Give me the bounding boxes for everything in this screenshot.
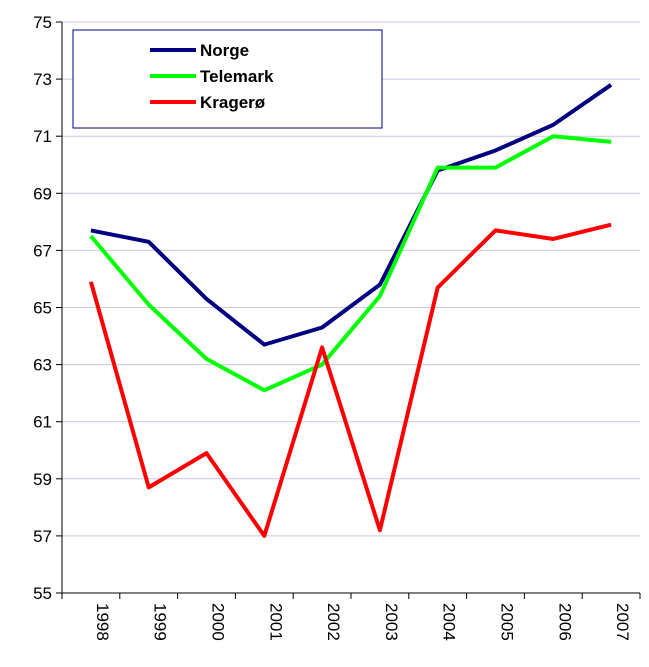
y-tick-label: 71 <box>33 127 52 146</box>
y-tick-label: 73 <box>33 70 52 89</box>
legend-box <box>72 29 383 129</box>
x-tick-label: 2004 <box>440 603 459 641</box>
x-tick-label: 2005 <box>498 603 517 641</box>
legend-label: Kragerø <box>200 93 266 112</box>
y-tick-label: 65 <box>33 299 52 318</box>
y-tick-label: 75 <box>33 13 52 32</box>
line-series <box>88 222 612 538</box>
y-tick-label: 61 <box>33 413 52 432</box>
legend-label: Telemark <box>200 67 274 86</box>
y-tick-label: 69 <box>33 184 52 203</box>
x-tick-label: 1999 <box>151 603 170 641</box>
line-series <box>89 134 612 393</box>
x-tick-label: 2006 <box>555 603 574 641</box>
line-series <box>90 83 613 347</box>
y-tick-label: 63 <box>33 356 52 375</box>
x-tick-label: 2000 <box>209 603 228 641</box>
y-tick-label: 59 <box>33 470 52 489</box>
y-tick-label: 55 <box>33 584 52 603</box>
x-tick-label: 2003 <box>382 603 401 641</box>
y-tick-label: 67 <box>33 241 52 260</box>
y-tick-label: 57 <box>33 527 52 546</box>
x-tick-label: 2001 <box>266 603 285 641</box>
legend-label: Norge <box>200 41 249 60</box>
x-tick-label: 1998 <box>93 603 112 641</box>
x-tick-label: 2002 <box>324 603 343 641</box>
x-tick-label: 2007 <box>613 603 632 641</box>
